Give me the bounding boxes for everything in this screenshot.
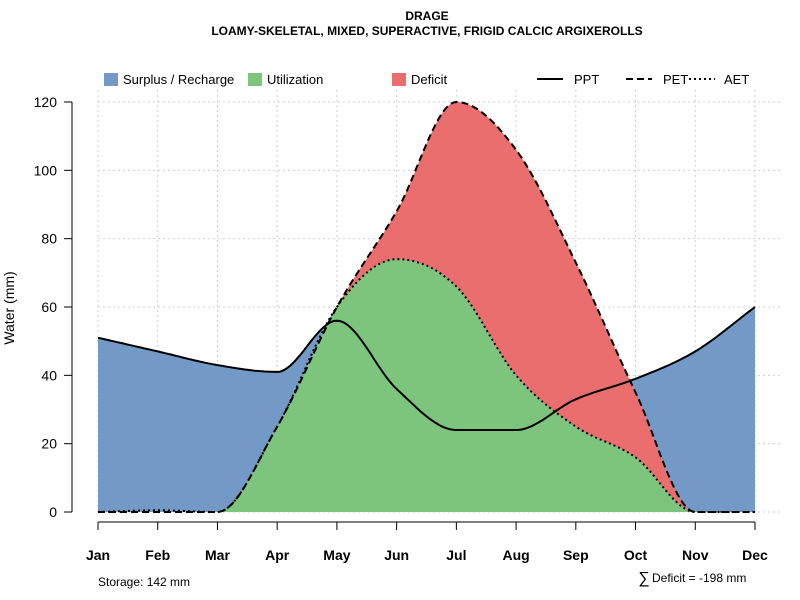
legend-label-surplus: Surplus / Recharge: [123, 72, 234, 87]
series-line-pet: [98, 100, 755, 513]
area-surplus-over-pet: [98, 307, 755, 512]
legend-label-utilization: Utilization: [267, 72, 323, 87]
x-tick-label: Oct: [624, 547, 648, 563]
y-tick-label: 0: [49, 504, 57, 520]
deficit-note: Deficit = -198 mm: [652, 571, 746, 585]
chart-subtitle: LOAMY-SKELETAL, MIXED, SUPERACTIVE, FRIG…: [211, 24, 642, 38]
y-tick-label: 60: [41, 299, 57, 315]
x-tick-label: May: [323, 547, 350, 563]
x-tick-label: Apr: [265, 547, 290, 563]
legend-label-ppt: PPT: [574, 72, 599, 87]
y-tick-label: 40: [41, 367, 57, 383]
legend-label-aet: AET: [724, 72, 749, 87]
series-line-aet: [97, 258, 755, 513]
x-tick-label: Mar: [205, 547, 230, 563]
y-tick-label: 120: [34, 94, 58, 110]
x-tick-label: Jan: [86, 547, 110, 563]
area-fills: [98, 102, 755, 512]
storage-note: Storage: 142 mm: [98, 575, 190, 589]
legend-swatch-surplus: [104, 73, 118, 86]
x-tick-label: Feb: [145, 547, 170, 563]
legend: Surplus / Recharge Utilization Deficit P…: [104, 72, 749, 87]
y-tick-label: 100: [34, 162, 58, 178]
series-lines: [97, 100, 756, 513]
area-utilization: [98, 259, 755, 512]
legend-swatch-deficit: [392, 73, 406, 86]
x-tick-label: Nov: [682, 547, 709, 563]
chart-title: DRAGE: [405, 9, 448, 23]
y-tick-label: 20: [41, 436, 57, 452]
legend-swatch-utilization: [248, 73, 262, 86]
sum-symbol: ∑: [638, 570, 649, 587]
x-tick-label: Aug: [502, 547, 529, 563]
series-line-ppt: [97, 306, 756, 431]
y-tick-label: 80: [41, 231, 57, 247]
legend-label-pet: PET: [663, 72, 688, 87]
x-tick-label: Sep: [563, 547, 589, 563]
legend-label-deficit: Deficit: [411, 72, 448, 87]
axes: 0 20 40 60 80 100 120 Jan Feb Mar Apr May Jun Jul Aug S…: [34, 94, 768, 563]
x-tick-label: Jul: [446, 547, 466, 563]
x-tick-label: Dec: [742, 547, 768, 563]
y-axis-title: Water (mm): [1, 271, 17, 344]
x-tick-label: Jun: [384, 547, 409, 563]
